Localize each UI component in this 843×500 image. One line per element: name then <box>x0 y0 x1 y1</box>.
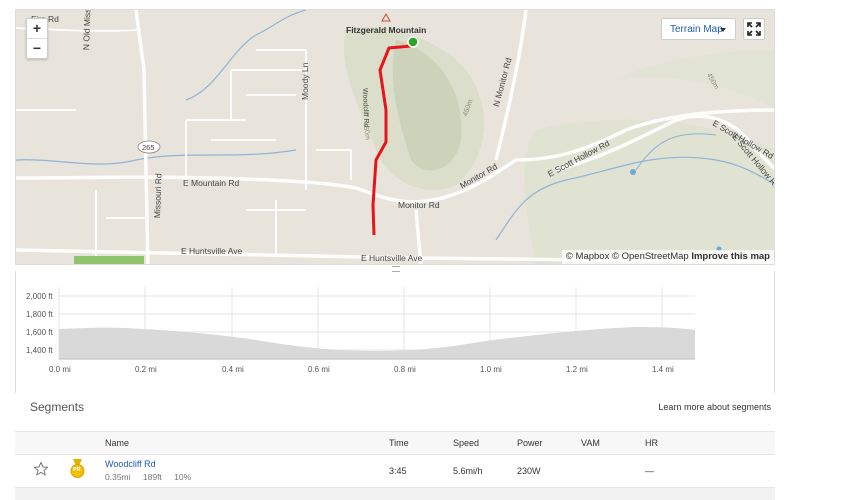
pr-badge-label: PR <box>73 467 81 473</box>
column-header-speed[interactable]: Speed <box>453 438 480 448</box>
resize-handle[interactable] <box>392 266 400 272</box>
road-label: E Mountain Rd <box>183 178 240 188</box>
road-label: Monitor Rd <box>398 200 440 210</box>
x-tick-label: 0.8 mi <box>394 365 416 374</box>
peak-label: Fitzgerald Mountain <box>346 25 427 35</box>
column-header-name[interactable]: Name <box>105 438 130 448</box>
y-tick-label: 1,800 ft <box>26 310 53 319</box>
osm-link[interactable]: © OpenStreetMap <box>611 251 689 262</box>
zoom-in-button[interactable]: + <box>32 20 42 36</box>
x-tick-label: 0.0 mi <box>49 365 71 374</box>
segment-speed: 5.6mi/h <box>453 466 483 476</box>
column-header-hr[interactable]: HR <box>645 438 658 448</box>
y-tick-label: 1,400 ft <box>26 346 53 355</box>
segment-distance: 0.35mi <box>105 472 131 482</box>
map-type-dropdown[interactable]: Terrain Map <box>661 18 736 40</box>
map-canvas <box>16 10 774 264</box>
fullscreen-button[interactable] <box>743 18 765 40</box>
road-label: Missouri Rd <box>152 173 164 219</box>
zoom-out-button[interactable]: − <box>27 38 47 58</box>
segment-stats: 0.35mi 189ft 10% <box>105 472 201 482</box>
column-header-power[interactable]: Power <box>517 438 543 448</box>
learn-more-segments-link[interactable]: Learn more about segments <box>658 402 771 412</box>
y-tick-label: 1,600 ft <box>26 328 53 337</box>
map-attribution: © Mapbox © OpenStreetMap Improve this ma… <box>561 250 774 264</box>
route-shield-label: 265 <box>142 143 155 152</box>
star-icon[interactable] <box>33 461 49 477</box>
activity-panel: Fitzgerald Mountain Fire Rd N Old Missou… <box>15 9 775 500</box>
x-tick-label: 0.4 mi <box>222 365 244 374</box>
pr-medal-icon <box>70 459 85 478</box>
route-line <box>371 44 412 236</box>
road-label: E Huntsville Ave <box>181 246 243 256</box>
x-tick-label: 0.2 mi <box>135 365 157 374</box>
segment-time: 3:45 <box>389 466 407 476</box>
table-footer <box>15 488 775 500</box>
start-marker <box>407 36 419 48</box>
mapbox-link[interactable]: © Mapbox <box>565 251 610 262</box>
table-row[interactable]: PR Woodcliff Rd 0.35mi 189ft 10% 3:45 5.… <box>15 453 775 488</box>
route-map[interactable]: Fitzgerald Mountain Fire Rd N Old Missou… <box>15 9 775 265</box>
segments-table-header: Name Time Speed Power VAM HR <box>15 431 775 455</box>
column-header-time[interactable]: Time <box>389 438 409 448</box>
improve-map-link[interactable]: Improve this map <box>691 251 770 262</box>
segment-power: 230W <box>517 466 541 476</box>
segment-name-link[interactable]: Woodcliff Rd <box>105 459 156 469</box>
segment-hr: — <box>645 466 654 476</box>
map-type-label: Terrain Map <box>670 24 723 35</box>
x-tick-label: 1.4 mi <box>652 365 674 374</box>
column-header-vam[interactable]: VAM <box>581 438 600 448</box>
expand-icon <box>747 22 761 36</box>
zoom-control: + − <box>26 18 48 59</box>
x-tick-label: 0.6 mi <box>308 365 330 374</box>
caret-down-icon <box>720 28 726 32</box>
elevation-chart <box>58 287 695 360</box>
elevation-profile[interactable] <box>15 271 775 393</box>
x-tick-label: 1.0 mi <box>480 365 502 374</box>
segment-elevation: 189ft <box>142 472 162 482</box>
y-tick-label: 2,000 ft <box>26 292 53 301</box>
elevation-area <box>59 327 695 359</box>
road-label: Moody Ln <box>300 62 310 100</box>
segments-heading: Segments <box>30 400 85 414</box>
segment-grade: 10% <box>174 472 192 482</box>
x-tick-label: 1.2 mi <box>566 365 588 374</box>
road-label: E Huntsville Ave <box>361 253 423 263</box>
